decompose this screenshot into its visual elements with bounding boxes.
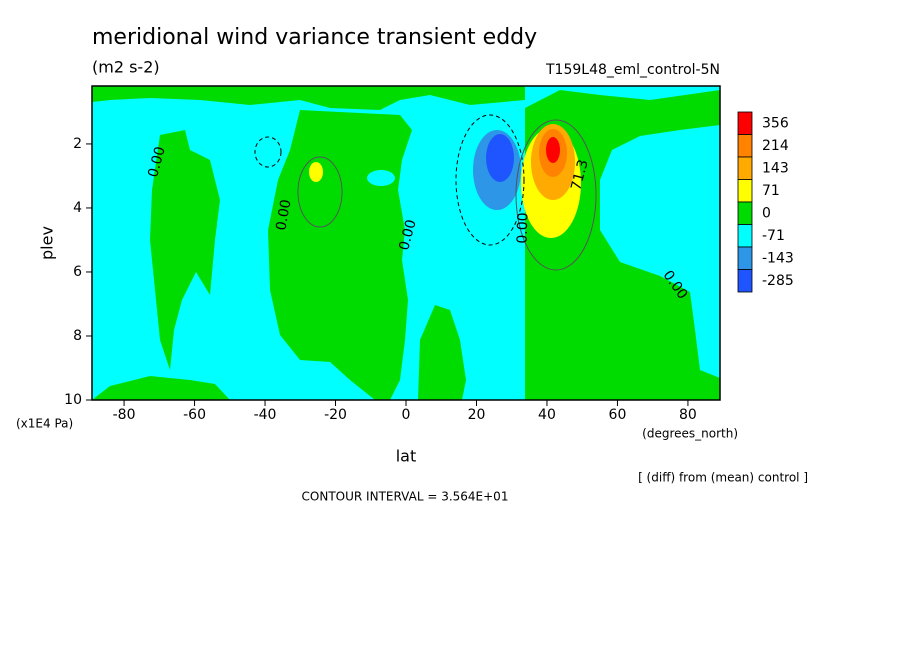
note: [ (diff) from (mean) control ] <box>638 471 808 485</box>
subtitle: T159L48_eml_control-5N <box>545 62 720 78</box>
colorbar-box <box>737 156 753 180</box>
contour-plot: 0.00 0.00 0.00 0.00 0.00 71.3 <box>91 85 721 401</box>
x-tick-label: 20 <box>468 407 486 423</box>
colorbar-box <box>737 201 753 225</box>
colorbar-label: -71 <box>762 228 785 244</box>
colorbar-label: 214 <box>762 138 789 154</box>
contour-label: 0.00 <box>145 145 169 179</box>
region <box>150 130 220 370</box>
contour-line <box>515 119 597 271</box>
x-tick-label: 40 <box>538 407 556 423</box>
x-units: (degrees_north) <box>642 427 738 441</box>
x-tick-label: -20 <box>324 407 347 423</box>
x-tick-label: -80 <box>113 407 136 423</box>
y-axis-label: plev <box>38 226 57 260</box>
contour-label: 71.3 <box>568 158 592 192</box>
region <box>92 376 230 400</box>
region <box>418 305 466 400</box>
region <box>309 162 323 182</box>
colorbar-box <box>737 179 753 203</box>
colorbar-box <box>737 134 753 158</box>
contour-label: 0.00 <box>273 198 294 231</box>
colorbar-label: 356 <box>762 115 789 131</box>
region <box>367 170 395 186</box>
contour-label: 0.00 <box>396 218 420 252</box>
contour-line <box>455 114 525 246</box>
x-tick-label: -60 <box>183 407 206 423</box>
colorbar-box <box>737 111 753 135</box>
colorbar-box <box>737 269 753 293</box>
colorbar-label: -143 <box>762 250 794 266</box>
y-units: (x1E4 Pa) <box>16 417 73 431</box>
colorbar-label: 0 <box>762 205 771 221</box>
colorbar-box <box>737 224 753 248</box>
contour-line <box>297 156 343 228</box>
x-axis-label: lat <box>396 447 417 466</box>
colorbar-box <box>737 246 753 270</box>
region <box>546 137 560 163</box>
x-tick-label: 60 <box>609 407 627 423</box>
region <box>486 134 514 182</box>
y-tick-label: 10 <box>64 392 82 408</box>
x-tick-label: 80 <box>679 407 697 423</box>
x-tick-label: 0 <box>402 407 411 423</box>
colorbar-label: 71 <box>762 183 780 199</box>
contour-line <box>254 136 282 168</box>
contour-interval: CONTOUR INTERVAL = 3.564E+01 <box>302 490 509 504</box>
region <box>92 86 525 110</box>
y-tick-label: 8 <box>73 328 82 344</box>
y-tick-label: 2 <box>73 136 82 152</box>
y-tick-label: 6 <box>73 264 82 280</box>
colorbar-label: 143 <box>762 160 789 176</box>
contour-label: 0.00 <box>514 212 531 244</box>
y-tick-label: 4 <box>73 200 82 216</box>
units: (m2 s-2) <box>92 58 160 77</box>
x-tick-label: -40 <box>254 407 277 423</box>
chart-title: meridional wind variance transient eddy <box>92 25 537 50</box>
colorbar-label: -285 <box>762 273 794 289</box>
